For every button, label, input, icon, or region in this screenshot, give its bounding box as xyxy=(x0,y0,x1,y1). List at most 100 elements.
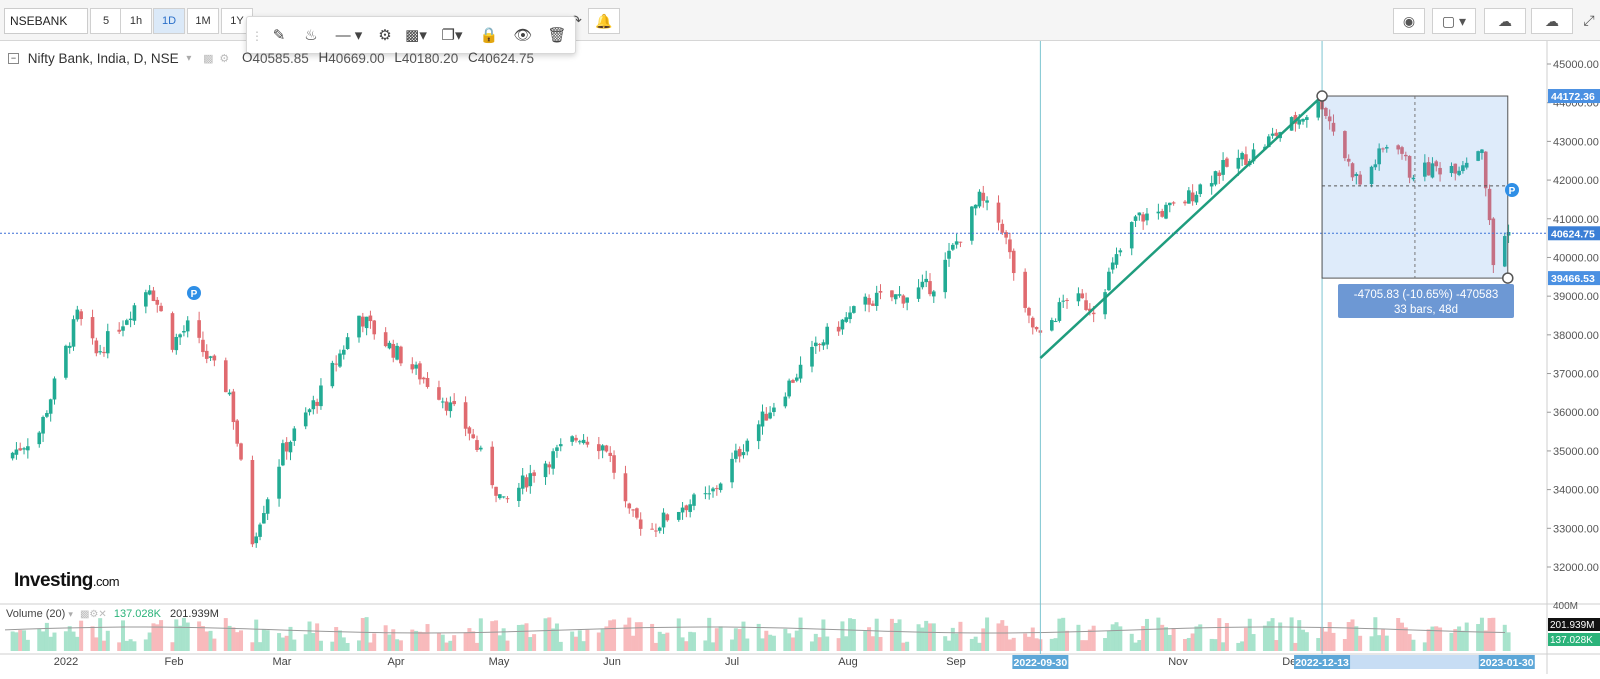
candle-body xyxy=(45,413,49,417)
symbol-title[interactable]: Nifty Bank, India, D, NSE xyxy=(27,50,179,66)
volume-bar xyxy=(25,639,30,651)
price-tag-low: 39466.53 xyxy=(1551,273,1595,285)
candle-body xyxy=(996,202,1001,223)
line-style-icon[interactable]: — ▾ xyxy=(335,27,363,44)
candle-body xyxy=(147,290,152,295)
candle-body xyxy=(258,524,262,537)
volume-bar xyxy=(1004,625,1009,651)
chart-area[interactable]: 45000.00 44000.00 43000.00 42000.00 41000.00… xyxy=(0,41,1600,674)
timeframe-1m[interactable]: 1M xyxy=(187,8,219,34)
price-tick-label: 33000.00 xyxy=(1553,523,1599,535)
candle-body xyxy=(121,326,125,331)
symbol-input[interactable]: NSEBANK xyxy=(4,8,88,34)
candle-body xyxy=(1030,317,1035,328)
drag-handle-icon[interactable]: ⋮ xyxy=(251,29,263,43)
clone-icon[interactable]: ❐▾ xyxy=(441,27,463,44)
collapse-icon[interactable]: − xyxy=(8,52,19,64)
volume-label[interactable]: Volume (20) xyxy=(6,608,66,620)
time-marker-mid-bg xyxy=(1294,655,1351,669)
volume-bar xyxy=(1209,638,1214,651)
volume-bar xyxy=(98,618,103,651)
candle-body xyxy=(330,362,335,387)
candle-body xyxy=(1194,194,1199,203)
candle-body xyxy=(262,513,266,524)
volume-bar xyxy=(414,630,419,651)
chevron-down-icon[interactable]: ▾ xyxy=(68,609,73,619)
price-chart[interactable]: 45000.0044000.0043000.0042000.0041000.00… xyxy=(0,41,1600,674)
candle-body xyxy=(1464,162,1469,168)
volume-bar xyxy=(1483,630,1488,651)
layout-dropdown-icon[interactable]: ▢ ▾ xyxy=(1432,8,1476,34)
candle-body xyxy=(890,290,894,298)
candle-body xyxy=(1369,166,1374,185)
template-icon[interactable]: ▩▾ xyxy=(405,27,427,44)
volume-bar xyxy=(1198,624,1203,651)
camera-icon[interactable]: ◉ xyxy=(1393,8,1425,34)
price-tick-label: 38000.00 xyxy=(1553,330,1599,342)
candle-body xyxy=(94,340,99,354)
volume-bar xyxy=(14,632,19,651)
candle-body xyxy=(315,401,319,406)
fill-bucket-icon[interactable]: ♨ xyxy=(304,27,318,44)
candle-body xyxy=(368,315,373,322)
candle-body xyxy=(570,436,574,442)
fullscreen-icon[interactable]: ⤢ xyxy=(1583,12,1595,28)
volume-bar xyxy=(943,636,948,651)
volume-bar xyxy=(817,637,822,651)
volume-bar xyxy=(813,633,818,651)
candle-body xyxy=(1305,117,1309,120)
candle-body xyxy=(1411,177,1416,180)
cloud-upload-icon[interactable]: ☁ xyxy=(1531,8,1573,34)
volume-bar xyxy=(315,623,320,651)
alert-icon[interactable]: 🔔 xyxy=(588,8,620,34)
volume-bar xyxy=(398,640,403,651)
time-marker-right-bg xyxy=(1478,655,1535,669)
volume-bar xyxy=(874,618,879,651)
eye-icon[interactable]: 👁 xyxy=(513,27,533,44)
chevron-down-icon[interactable]: ▾ xyxy=(186,52,192,64)
candle-body xyxy=(951,244,955,250)
candle-body xyxy=(1156,211,1161,214)
volume-bar xyxy=(1346,622,1351,651)
volume-bar xyxy=(1221,642,1226,651)
settings-icon[interactable]: ▩ xyxy=(203,52,214,65)
gear-icon[interactable]: ⚙ xyxy=(219,52,230,65)
candle-body xyxy=(440,401,445,403)
trash-icon[interactable]: 🗑 xyxy=(547,27,567,44)
candle-body xyxy=(810,346,814,367)
lock-icon[interactable]: 🔒 xyxy=(479,27,499,44)
candle-body xyxy=(1187,190,1191,204)
volume-bar xyxy=(1297,620,1302,651)
timeframe-5[interactable]: 5 xyxy=(90,8,122,34)
volume-bar xyxy=(37,628,42,651)
pencil-icon[interactable]: ✎ xyxy=(272,27,286,44)
volume-bar xyxy=(867,627,872,651)
close-value: C40624.75 xyxy=(467,50,535,67)
candle-body xyxy=(437,387,441,400)
candle-body xyxy=(448,402,453,412)
volume-bar xyxy=(223,618,228,651)
candle-body xyxy=(688,504,692,512)
candle-body xyxy=(958,241,963,243)
time-axis-label: Feb xyxy=(165,656,184,668)
cloud-download-icon[interactable]: ☁ xyxy=(1484,8,1526,34)
gear-icon[interactable]: ⚙ xyxy=(378,27,392,44)
candle-body xyxy=(943,259,948,293)
volume-bar xyxy=(893,622,898,651)
timeframe-1h[interactable]: 1h xyxy=(120,8,152,34)
volume-bar xyxy=(1464,622,1469,651)
volume-bar xyxy=(604,626,609,651)
volume-bar xyxy=(634,622,639,651)
volume-bar xyxy=(1438,627,1443,651)
volume-bar xyxy=(657,631,662,651)
candle-body xyxy=(1301,118,1305,122)
volume-settings-icon[interactable]: ▩⚙✕ xyxy=(79,609,107,620)
timeframe-1d[interactable]: 1D xyxy=(153,8,185,34)
candle-body xyxy=(1027,307,1031,316)
volume-bar xyxy=(318,640,323,651)
candle-body xyxy=(631,509,635,511)
candle-body xyxy=(1008,239,1012,253)
volume-bar xyxy=(1327,622,1332,651)
volume-bar xyxy=(448,640,453,651)
volume-bar xyxy=(79,620,84,651)
